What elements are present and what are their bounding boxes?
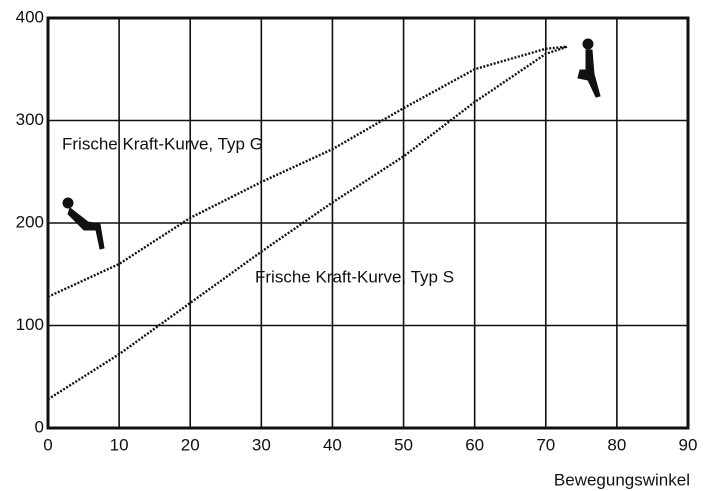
- x-tick-label: 70: [536, 435, 555, 454]
- line-series: [47, 45, 568, 298]
- y-tick-label: 200: [16, 212, 44, 231]
- jumper-icon: [577, 38, 601, 98]
- plot-frame: [46, 16, 690, 430]
- x-tick-label: 40: [323, 435, 342, 454]
- x-tick-label: 20: [181, 435, 200, 454]
- x-tick-label: 10: [110, 435, 129, 454]
- jumper-icon: [62, 197, 105, 250]
- x-axis-label: Bewegungswinkel: [554, 470, 690, 489]
- x-tick-label: 0: [43, 435, 52, 454]
- x-tick-label: 30: [252, 435, 271, 454]
- y-tick-label: 0: [35, 417, 44, 436]
- x-tick-label: 50: [394, 435, 413, 454]
- x-tick-label: 90: [679, 435, 698, 454]
- series-label: Frische Kraft-Kurve, Typ G: [62, 134, 263, 153]
- y-tick-label: 300: [16, 110, 44, 129]
- x-tick-label: 80: [607, 435, 626, 454]
- line-series: [47, 45, 568, 401]
- y-tick-label: 100: [16, 315, 44, 334]
- x-tick-label: 60: [465, 435, 484, 454]
- y-tick-label: 400: [16, 7, 44, 26]
- series-label: Frische Kraft-Kurve, Typ S: [255, 267, 454, 286]
